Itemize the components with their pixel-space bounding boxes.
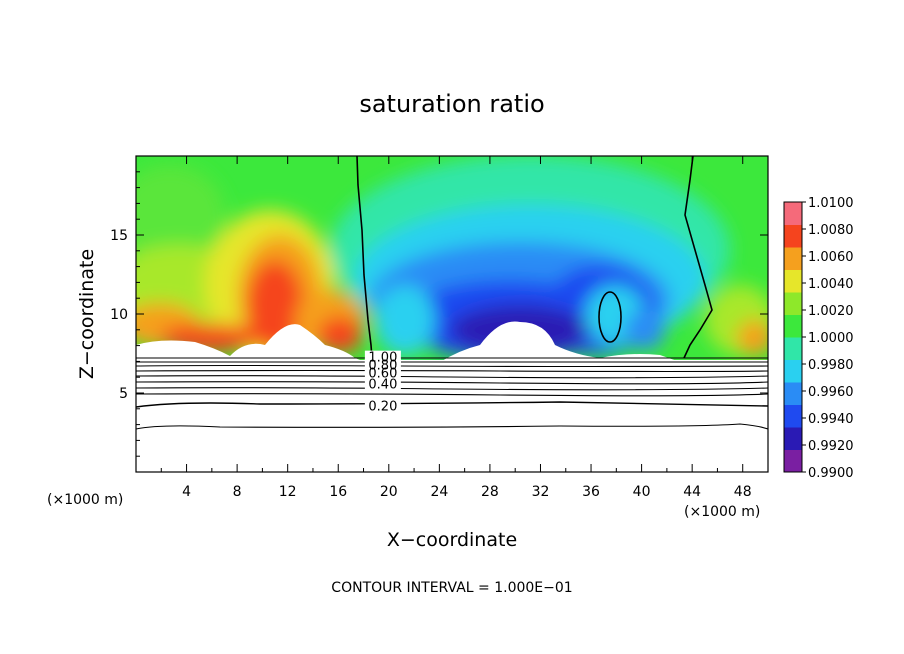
contour-interval-note: CONTOUR INTERVAL = 1.000E−01 — [331, 580, 572, 596]
colorbar-segment — [784, 404, 802, 428]
x-axis: 4 8 12 16 20 24 28 32 36 40 44 48 — [160, 156, 752, 500]
y-tick-label: 10 — [110, 307, 128, 323]
colorbar-segment — [784, 314, 802, 338]
y-tick-label: 15 — [110, 228, 128, 244]
contour-label-bg — [364, 377, 401, 391]
colorbar-label: 1.0000 — [808, 331, 854, 346]
colorbar-label: 1.0020 — [808, 304, 854, 319]
colorbar-label: 0.9900 — [808, 466, 854, 481]
x-tick-label: 4 — [182, 484, 191, 500]
contour-label: 0.60 — [368, 366, 397, 381]
colorbar-segment — [784, 449, 802, 473]
x-tick-label: 40 — [633, 484, 651, 500]
colorbar-label: 1.0080 — [808, 223, 854, 238]
contour-labels: 1.000.800.600.40 0.20 — [364, 350, 401, 415]
y-unit-label: (×1000 m) — [47, 492, 123, 508]
contour-label-bg — [364, 366, 401, 380]
saturation-field — [136, 156, 768, 472]
contour-lines-upper — [356, 156, 713, 359]
x-tick-label: 20 — [380, 484, 398, 500]
colorbar-label: 1.0060 — [808, 250, 854, 265]
x-tick-label: 12 — [279, 484, 297, 500]
contour-label: 0.20 — [368, 400, 397, 415]
colorbar-label: 0.9980 — [808, 358, 854, 373]
colorbar-segment — [784, 224, 802, 248]
x-tick-label: 44 — [683, 484, 701, 500]
x-tick-label: 24 — [430, 484, 448, 500]
colorbar-segment — [784, 337, 802, 360]
x-tick-label: 8 — [233, 484, 242, 500]
colorbar-segment — [784, 382, 802, 405]
colorbar: 1.0100 1.0080 1.0060 1.0040 1.0020 1.0000 0.99… — [783, 196, 854, 481]
contour-lines-lower — [136, 357, 768, 430]
x-tick-label: 48 — [734, 484, 752, 500]
x-axis-label: X−coordinate — [387, 529, 517, 551]
colorbar-label: 1.0040 — [808, 277, 854, 292]
contour-label: 1.00 — [368, 351, 397, 366]
x-unit-label: (×1000 m) — [684, 504, 760, 520]
x-tick-label: 28 — [481, 484, 499, 500]
colorbar-label: 0.9940 — [808, 412, 854, 427]
y-axis-label: Z−coordinate — [76, 249, 98, 379]
x-tick-label: 32 — [532, 484, 550, 500]
colorbar-segment — [784, 202, 802, 225]
contour-label: 0.40 — [368, 378, 397, 393]
colorbar-label: 1.0100 — [808, 196, 854, 211]
colorbar-label: 0.9920 — [808, 439, 854, 454]
chart-title: saturation ratio — [359, 90, 544, 118]
colorbar-segment — [784, 292, 802, 315]
x-tick-label: 16 — [329, 484, 347, 500]
y-tick-label: 5 — [119, 386, 128, 402]
colorbar-segment — [784, 359, 802, 383]
colorbar-label: 0.9960 — [808, 385, 854, 400]
colorbar-segment — [784, 247, 802, 270]
colorbar-segment — [784, 427, 802, 450]
x-tick-label: 36 — [582, 484, 600, 500]
plot-area: 1.000.800.600.40 0.20 — [136, 156, 768, 472]
contour-label: 0.80 — [368, 359, 397, 374]
contour-label-bg — [364, 399, 401, 413]
y-axis: 5 10 15 — [110, 171, 768, 457]
colorbar-segment — [784, 269, 802, 293]
